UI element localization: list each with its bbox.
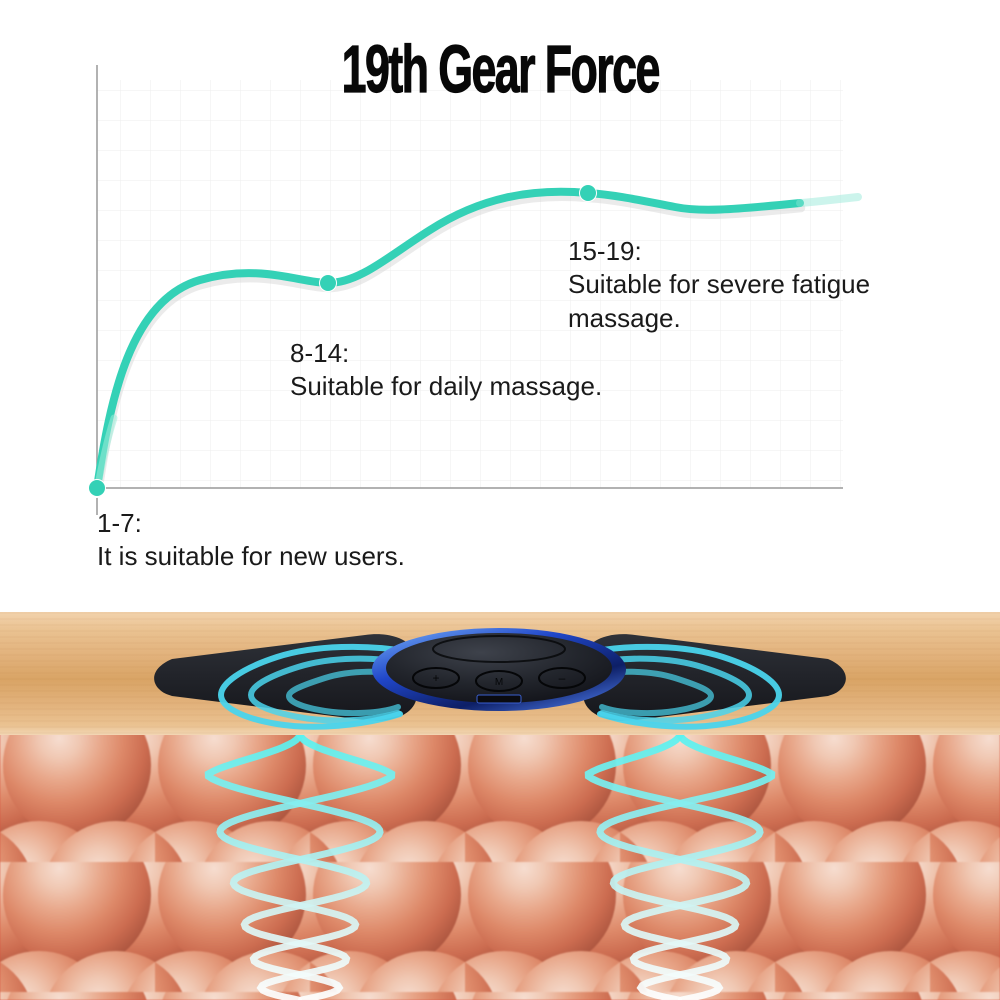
svg-text:M: M <box>495 677 503 688</box>
svg-text:–: – <box>559 671 566 685</box>
svg-text:+: + <box>432 671 439 685</box>
